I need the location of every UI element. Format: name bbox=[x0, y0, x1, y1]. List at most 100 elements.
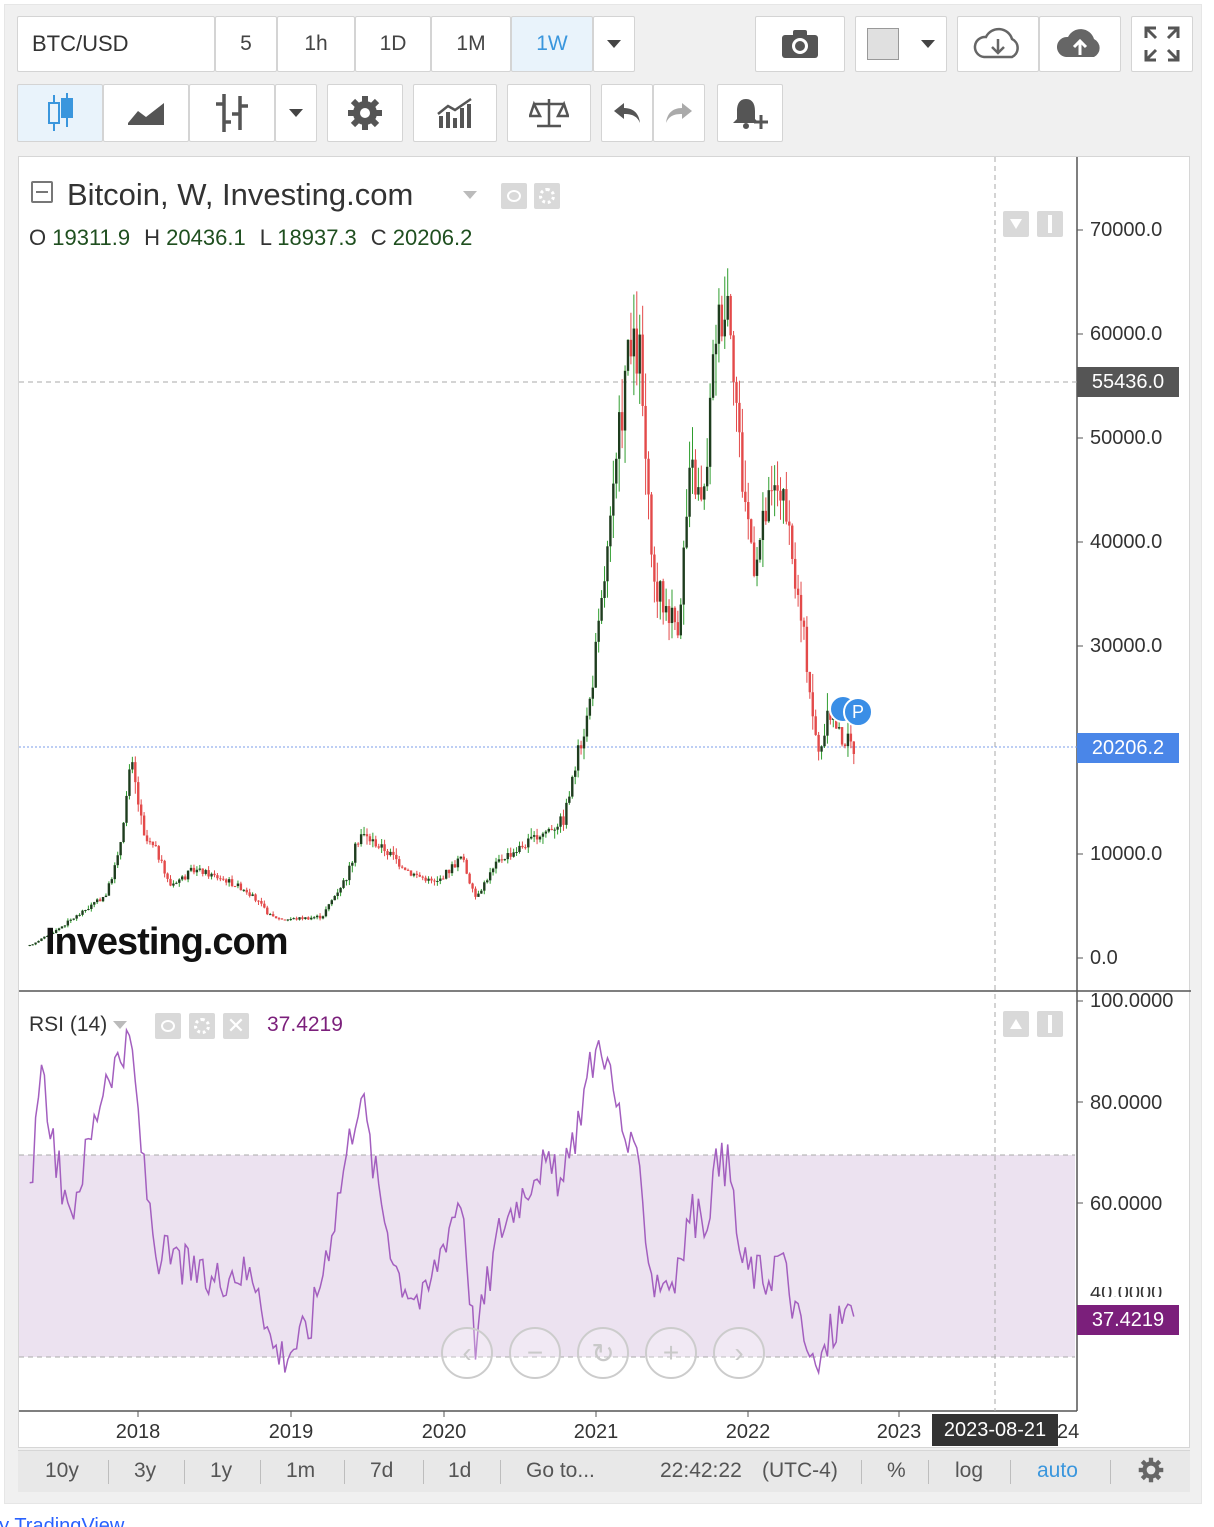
candle-body bbox=[653, 554, 656, 582]
candle-body bbox=[620, 412, 624, 431]
zoom-out-button[interactable]: − bbox=[509, 1327, 561, 1379]
goto-button[interactable]: Go to... bbox=[526, 1459, 595, 1482]
arrows-vertical-icon bbox=[1048, 215, 1052, 233]
chart-type-dropdown[interactable] bbox=[275, 84, 317, 142]
interval-1m[interactable]: 1M bbox=[431, 16, 511, 72]
snapshot-button[interactable] bbox=[755, 16, 845, 72]
candle-body bbox=[51, 933, 55, 935]
candle-body bbox=[814, 716, 817, 735]
candle-body bbox=[726, 295, 729, 320]
rsi-remove-button[interactable]: ✕ bbox=[223, 1013, 249, 1039]
y-tick-label: 60000.0 bbox=[1090, 323, 1163, 345]
range-7d[interactable]: 7d bbox=[370, 1459, 394, 1482]
candle-body bbox=[741, 432, 744, 492]
interval-1h[interactable]: 1h bbox=[277, 16, 355, 72]
candle-body bbox=[239, 883, 243, 891]
separator bbox=[260, 1460, 261, 1484]
candles-button[interactable] bbox=[17, 84, 103, 142]
save-chart-button[interactable] bbox=[1039, 16, 1121, 72]
footer-credit[interactable]: by TradingView bbox=[0, 1514, 136, 1527]
compare-button[interactable] bbox=[507, 84, 591, 142]
title-dropdown[interactable] bbox=[463, 191, 477, 199]
candle-body bbox=[348, 865, 351, 881]
candle-body bbox=[535, 835, 539, 840]
candle-body bbox=[324, 909, 328, 917]
timezone-button[interactable]: (UTC-4) bbox=[762, 1459, 838, 1482]
candle-body bbox=[823, 735, 826, 747]
interval-label: 1D bbox=[379, 32, 407, 55]
scroll-right-button[interactable]: › bbox=[713, 1327, 765, 1379]
log-toggle[interactable]: log bbox=[955, 1459, 984, 1482]
visibility-toggle[interactable] bbox=[501, 183, 527, 209]
redo-button[interactable] bbox=[653, 84, 705, 142]
candle-body bbox=[248, 892, 251, 896]
interval-1d[interactable]: 1D bbox=[355, 16, 431, 72]
series-settings-button[interactable] bbox=[534, 183, 560, 209]
range-1m[interactable]: 1m bbox=[286, 1459, 316, 1482]
candle-body bbox=[705, 466, 709, 487]
candle-body bbox=[729, 295, 732, 336]
interval-dropdown[interactable] bbox=[593, 16, 635, 72]
chart-canvas[interactable] bbox=[19, 157, 1191, 1449]
interval-5[interactable]: 5 bbox=[215, 16, 277, 72]
chevron-down-icon[interactable] bbox=[113, 1021, 128, 1030]
collapse-pane-button[interactable] bbox=[31, 181, 53, 203]
scroll-down-button[interactable] bbox=[1003, 211, 1029, 237]
alert-button[interactable] bbox=[717, 84, 783, 142]
indicators-button[interactable] bbox=[413, 84, 497, 142]
zoom-in-button[interactable]: + bbox=[645, 1327, 697, 1379]
candle-body bbox=[524, 847, 527, 849]
percent-toggle[interactable]: % bbox=[887, 1459, 906, 1482]
candle-body bbox=[295, 918, 298, 920]
load-chart-button[interactable] bbox=[957, 16, 1039, 72]
range-3y[interactable]: 3y bbox=[134, 1459, 157, 1482]
candle-body bbox=[216, 875, 219, 879]
candle-body bbox=[354, 843, 357, 863]
candle-body bbox=[254, 894, 257, 901]
chart-area[interactable]: Bitcoin, W, Investing.com O 19311.9 H 20… bbox=[18, 156, 1191, 1449]
reset-button[interactable]: ↻ bbox=[577, 1327, 629, 1379]
settings-button[interactable] bbox=[327, 84, 403, 142]
gear-icon bbox=[539, 188, 555, 204]
rsi-settings-button[interactable] bbox=[189, 1013, 215, 1039]
candle-body bbox=[852, 741, 856, 754]
bars-button[interactable] bbox=[189, 84, 275, 142]
candle-body bbox=[450, 864, 454, 874]
candle-body bbox=[333, 895, 336, 901]
color-picker-button[interactable] bbox=[855, 16, 947, 72]
rsi-scroll-up-button[interactable] bbox=[1003, 1011, 1029, 1037]
candle-body bbox=[46, 936, 49, 938]
scroll-both-button[interactable] bbox=[1037, 211, 1063, 237]
candle-body bbox=[837, 727, 841, 729]
candle-body bbox=[661, 581, 665, 613]
drawing-marker-p[interactable]: P bbox=[843, 697, 873, 727]
interval-1w[interactable]: 1W bbox=[511, 16, 593, 72]
candle-body bbox=[635, 328, 638, 374]
candle-body bbox=[368, 836, 372, 842]
candle-body bbox=[87, 908, 90, 911]
candle-body bbox=[749, 519, 753, 543]
candle-body bbox=[670, 607, 674, 624]
scroll-left-button[interactable]: ‹ bbox=[441, 1327, 493, 1379]
candle-body bbox=[219, 878, 222, 880]
range-10y[interactable]: 10y bbox=[45, 1459, 79, 1482]
candle-body bbox=[160, 859, 163, 861]
chevron-down-icon bbox=[921, 40, 935, 48]
bottom-settings-button[interactable] bbox=[1138, 1457, 1164, 1489]
rsi-scroll-both-button[interactable] bbox=[1037, 1011, 1063, 1037]
symbol-field[interactable]: BTC/USD bbox=[17, 16, 215, 72]
candle-body bbox=[192, 867, 196, 873]
range-1y[interactable]: 1y bbox=[210, 1459, 233, 1482]
range-1d[interactable]: 1d bbox=[448, 1459, 472, 1482]
candle-body bbox=[588, 698, 592, 716]
candle-body bbox=[356, 843, 360, 845]
auto-toggle[interactable]: auto bbox=[1037, 1459, 1078, 1482]
candle-body bbox=[767, 490, 770, 522]
candle-body bbox=[151, 841, 155, 846]
candle-body bbox=[597, 620, 600, 642]
line-chart-button[interactable] bbox=[103, 84, 189, 142]
rsi-visibility-toggle[interactable] bbox=[155, 1013, 181, 1039]
undo-button[interactable] bbox=[601, 84, 653, 142]
fullscreen-button[interactable] bbox=[1131, 16, 1193, 72]
candle-body bbox=[808, 671, 812, 693]
